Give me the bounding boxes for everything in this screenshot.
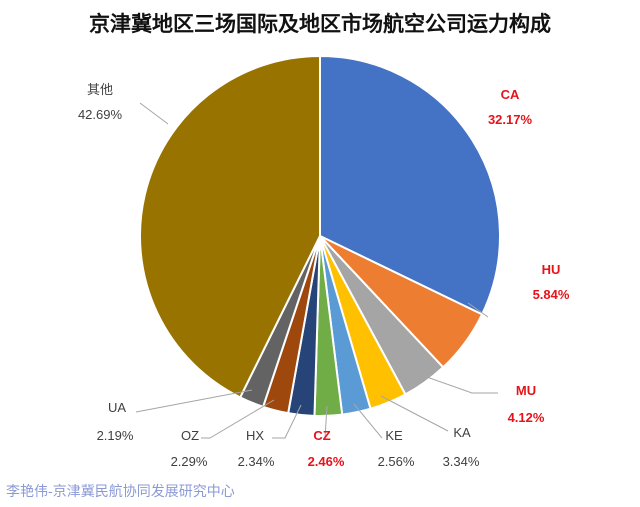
leader-line-mu — [423, 375, 498, 394]
slice-value-label: 4.12% — [508, 410, 545, 425]
leader-lines — [135, 102, 498, 439]
slice-name-label: HU — [542, 262, 561, 277]
slice-name-label: 其他 — [87, 82, 113, 97]
slice-value-label: 3.34% — [443, 454, 480, 469]
leader-line-oz — [201, 399, 275, 439]
slice-name-label: OZ — [181, 428, 199, 443]
author-credit: 李艳伟-京津冀民航协同发展研究中心 — [6, 484, 235, 500]
slice-value-label: 2.34% — [238, 454, 275, 469]
slice-name-label: MU — [516, 383, 536, 398]
leader-line-ka — [380, 395, 449, 432]
slice-name-label: CZ — [313, 428, 330, 443]
slice-name-label: KE — [385, 428, 403, 443]
slice-value-label: 2.46% — [308, 454, 345, 469]
slice-labels: CA 32.17% HU 5.84% MU 4.12% KA 3.34% KE 2.56% CZ 2.… — [78, 82, 570, 469]
slice-value-label: 2.19% — [97, 428, 134, 443]
slice-name-label: CA — [501, 87, 520, 102]
leader-line-hx — [272, 404, 302, 439]
slice-value-label: 42.69% — [78, 107, 123, 122]
slice-name-label: HX — [246, 428, 264, 443]
slice-name-label: KA — [453, 425, 471, 440]
leader-line-ua — [135, 389, 253, 413]
pie-slice-other — [139, 55, 321, 399]
pie-slice-ca — [319, 55, 501, 316]
leader-line-cz — [324, 405, 328, 439]
leader-line-ke — [353, 403, 383, 439]
leader-line-hu — [467, 302, 489, 318]
slice-value-label: 32.17% — [488, 112, 533, 127]
slice-value-label: 2.56% — [378, 454, 415, 469]
pie-slices — [139, 55, 501, 417]
chart-title: 京津冀地区三场国际及地区市场航空公司运力构成 — [89, 12, 551, 36]
slice-value-label: 5.84% — [533, 287, 570, 302]
slice-name-label: UA — [108, 400, 126, 415]
leader-line-other — [139, 102, 169, 125]
slice-value-label: 2.29% — [171, 454, 208, 469]
